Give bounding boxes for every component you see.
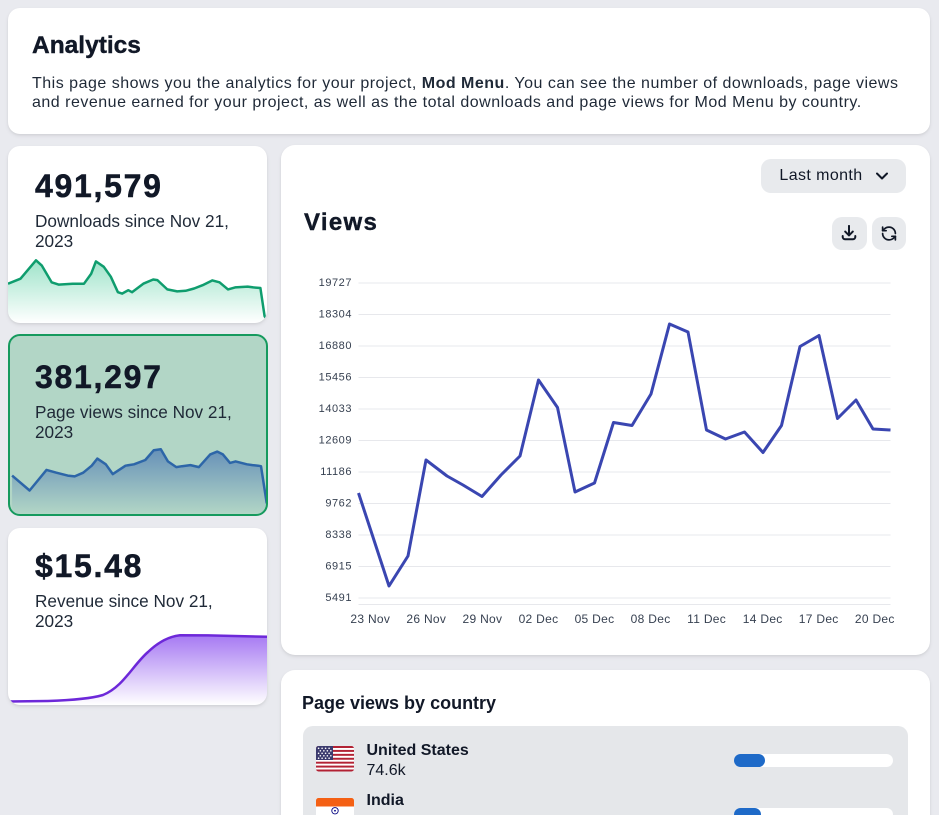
svg-text:6915: 6915	[325, 561, 352, 573]
svg-text:5491: 5491	[325, 592, 352, 604]
svg-text:17 Dec: 17 Dec	[799, 612, 839, 626]
svg-text:16880: 16880	[319, 340, 352, 352]
svg-text:12609: 12609	[319, 435, 352, 447]
svg-text:26 Nov: 26 Nov	[406, 612, 446, 626]
svg-text:08 Dec: 08 Dec	[631, 612, 671, 626]
svg-text:02 Dec: 02 Dec	[519, 612, 559, 626]
svg-text:19727: 19727	[319, 277, 352, 289]
svg-text:29 Nov: 29 Nov	[462, 612, 502, 626]
svg-text:9762: 9762	[325, 498, 352, 510]
svg-text:23 Nov: 23 Nov	[350, 612, 390, 626]
svg-text:14 Dec: 14 Dec	[743, 612, 783, 626]
svg-text:14033: 14033	[319, 403, 352, 415]
svg-text:20 Dec: 20 Dec	[855, 612, 895, 626]
svg-text:8338: 8338	[325, 529, 352, 541]
svg-text:11186: 11186	[320, 466, 352, 478]
svg-text:18304: 18304	[319, 309, 352, 321]
svg-text:05 Dec: 05 Dec	[575, 612, 615, 626]
svg-text:11 Dec: 11 Dec	[687, 612, 726, 626]
svg-text:15456: 15456	[319, 372, 352, 384]
